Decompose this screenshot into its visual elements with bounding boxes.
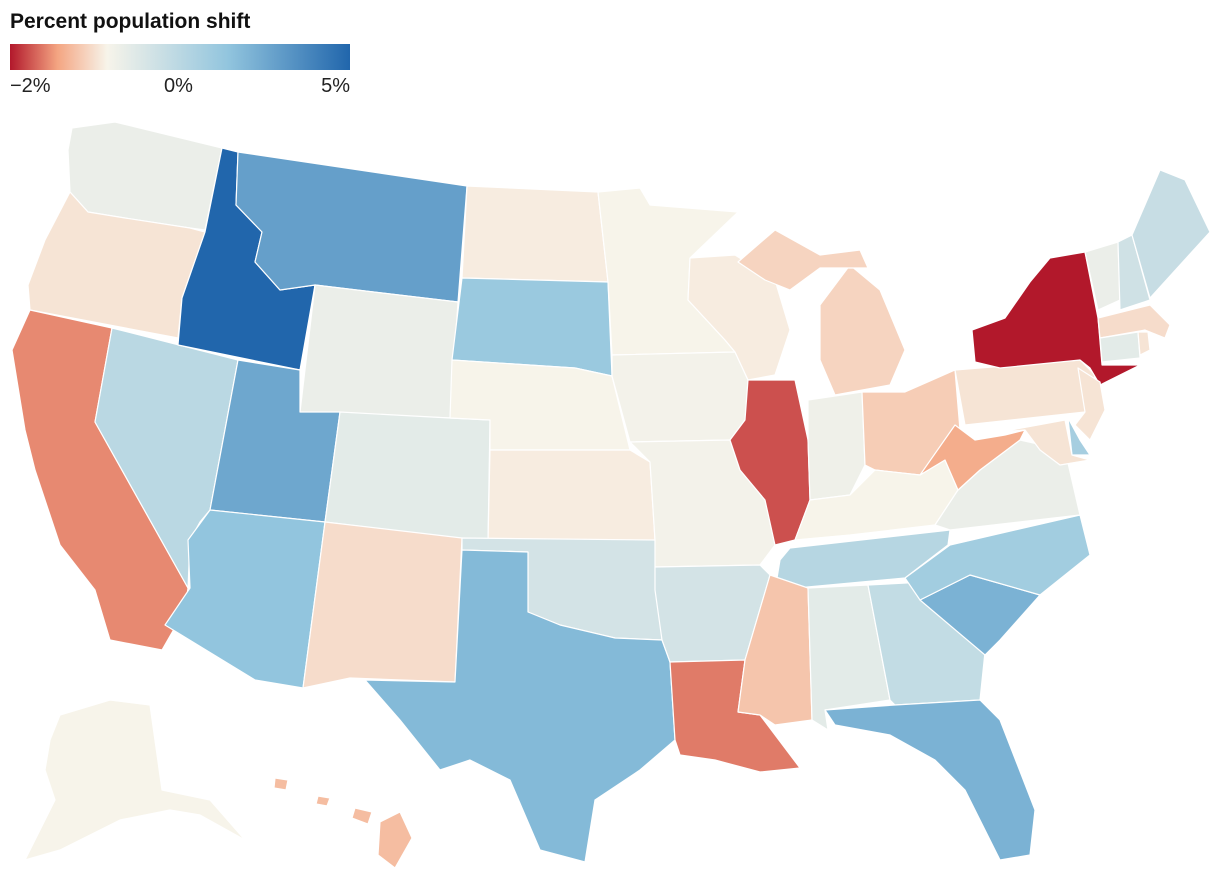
- state-new-jersey: [1074, 367, 1106, 441]
- state-maryland: [999, 419, 1091, 466]
- legend-title: Percent population shift: [10, 10, 251, 33]
- legend-max-label: 5%: [321, 75, 350, 97]
- state-florida: [824, 699, 1036, 861]
- legend-min-label: −2%: [10, 75, 51, 97]
- state-indiana: [807, 391, 866, 501]
- state-montana: [235, 151, 468, 303]
- state-colorado: [324, 411, 491, 543]
- legend-color-ramp: [10, 44, 350, 70]
- state-illinois: [729, 379, 811, 546]
- state-michigan-up: [737, 229, 869, 291]
- state-pennsylvania: [954, 359, 1096, 426]
- state-connecticut: [1099, 331, 1141, 363]
- state-wyoming: [299, 284, 459, 419]
- legend-mid-label: 0%: [164, 75, 193, 97]
- state-delaware: [1067, 417, 1091, 456]
- state-new-york: [971, 251, 1141, 386]
- state-north-dakota: [461, 185, 609, 283]
- state-north-carolina: [904, 514, 1091, 601]
- state-kansas: [487, 449, 656, 543]
- state-new-mexico: [302, 521, 463, 689]
- state-new-hampshire: [1117, 234, 1151, 311]
- state-rhode-island: [1137, 331, 1151, 356]
- state-maine: [1131, 169, 1211, 299]
- legend: Percent population shift −2% 0% 5%: [10, 8, 350, 100]
- state-hawaii: [273, 777, 413, 869]
- state-michigan: [819, 264, 906, 396]
- state-texas: [364, 549, 676, 863]
- state-west-virginia: [919, 424, 1026, 491]
- legend-ticks: −2% 0% 5%: [10, 74, 350, 100]
- state-iowa: [611, 351, 749, 443]
- state-alaska: [24, 699, 246, 861]
